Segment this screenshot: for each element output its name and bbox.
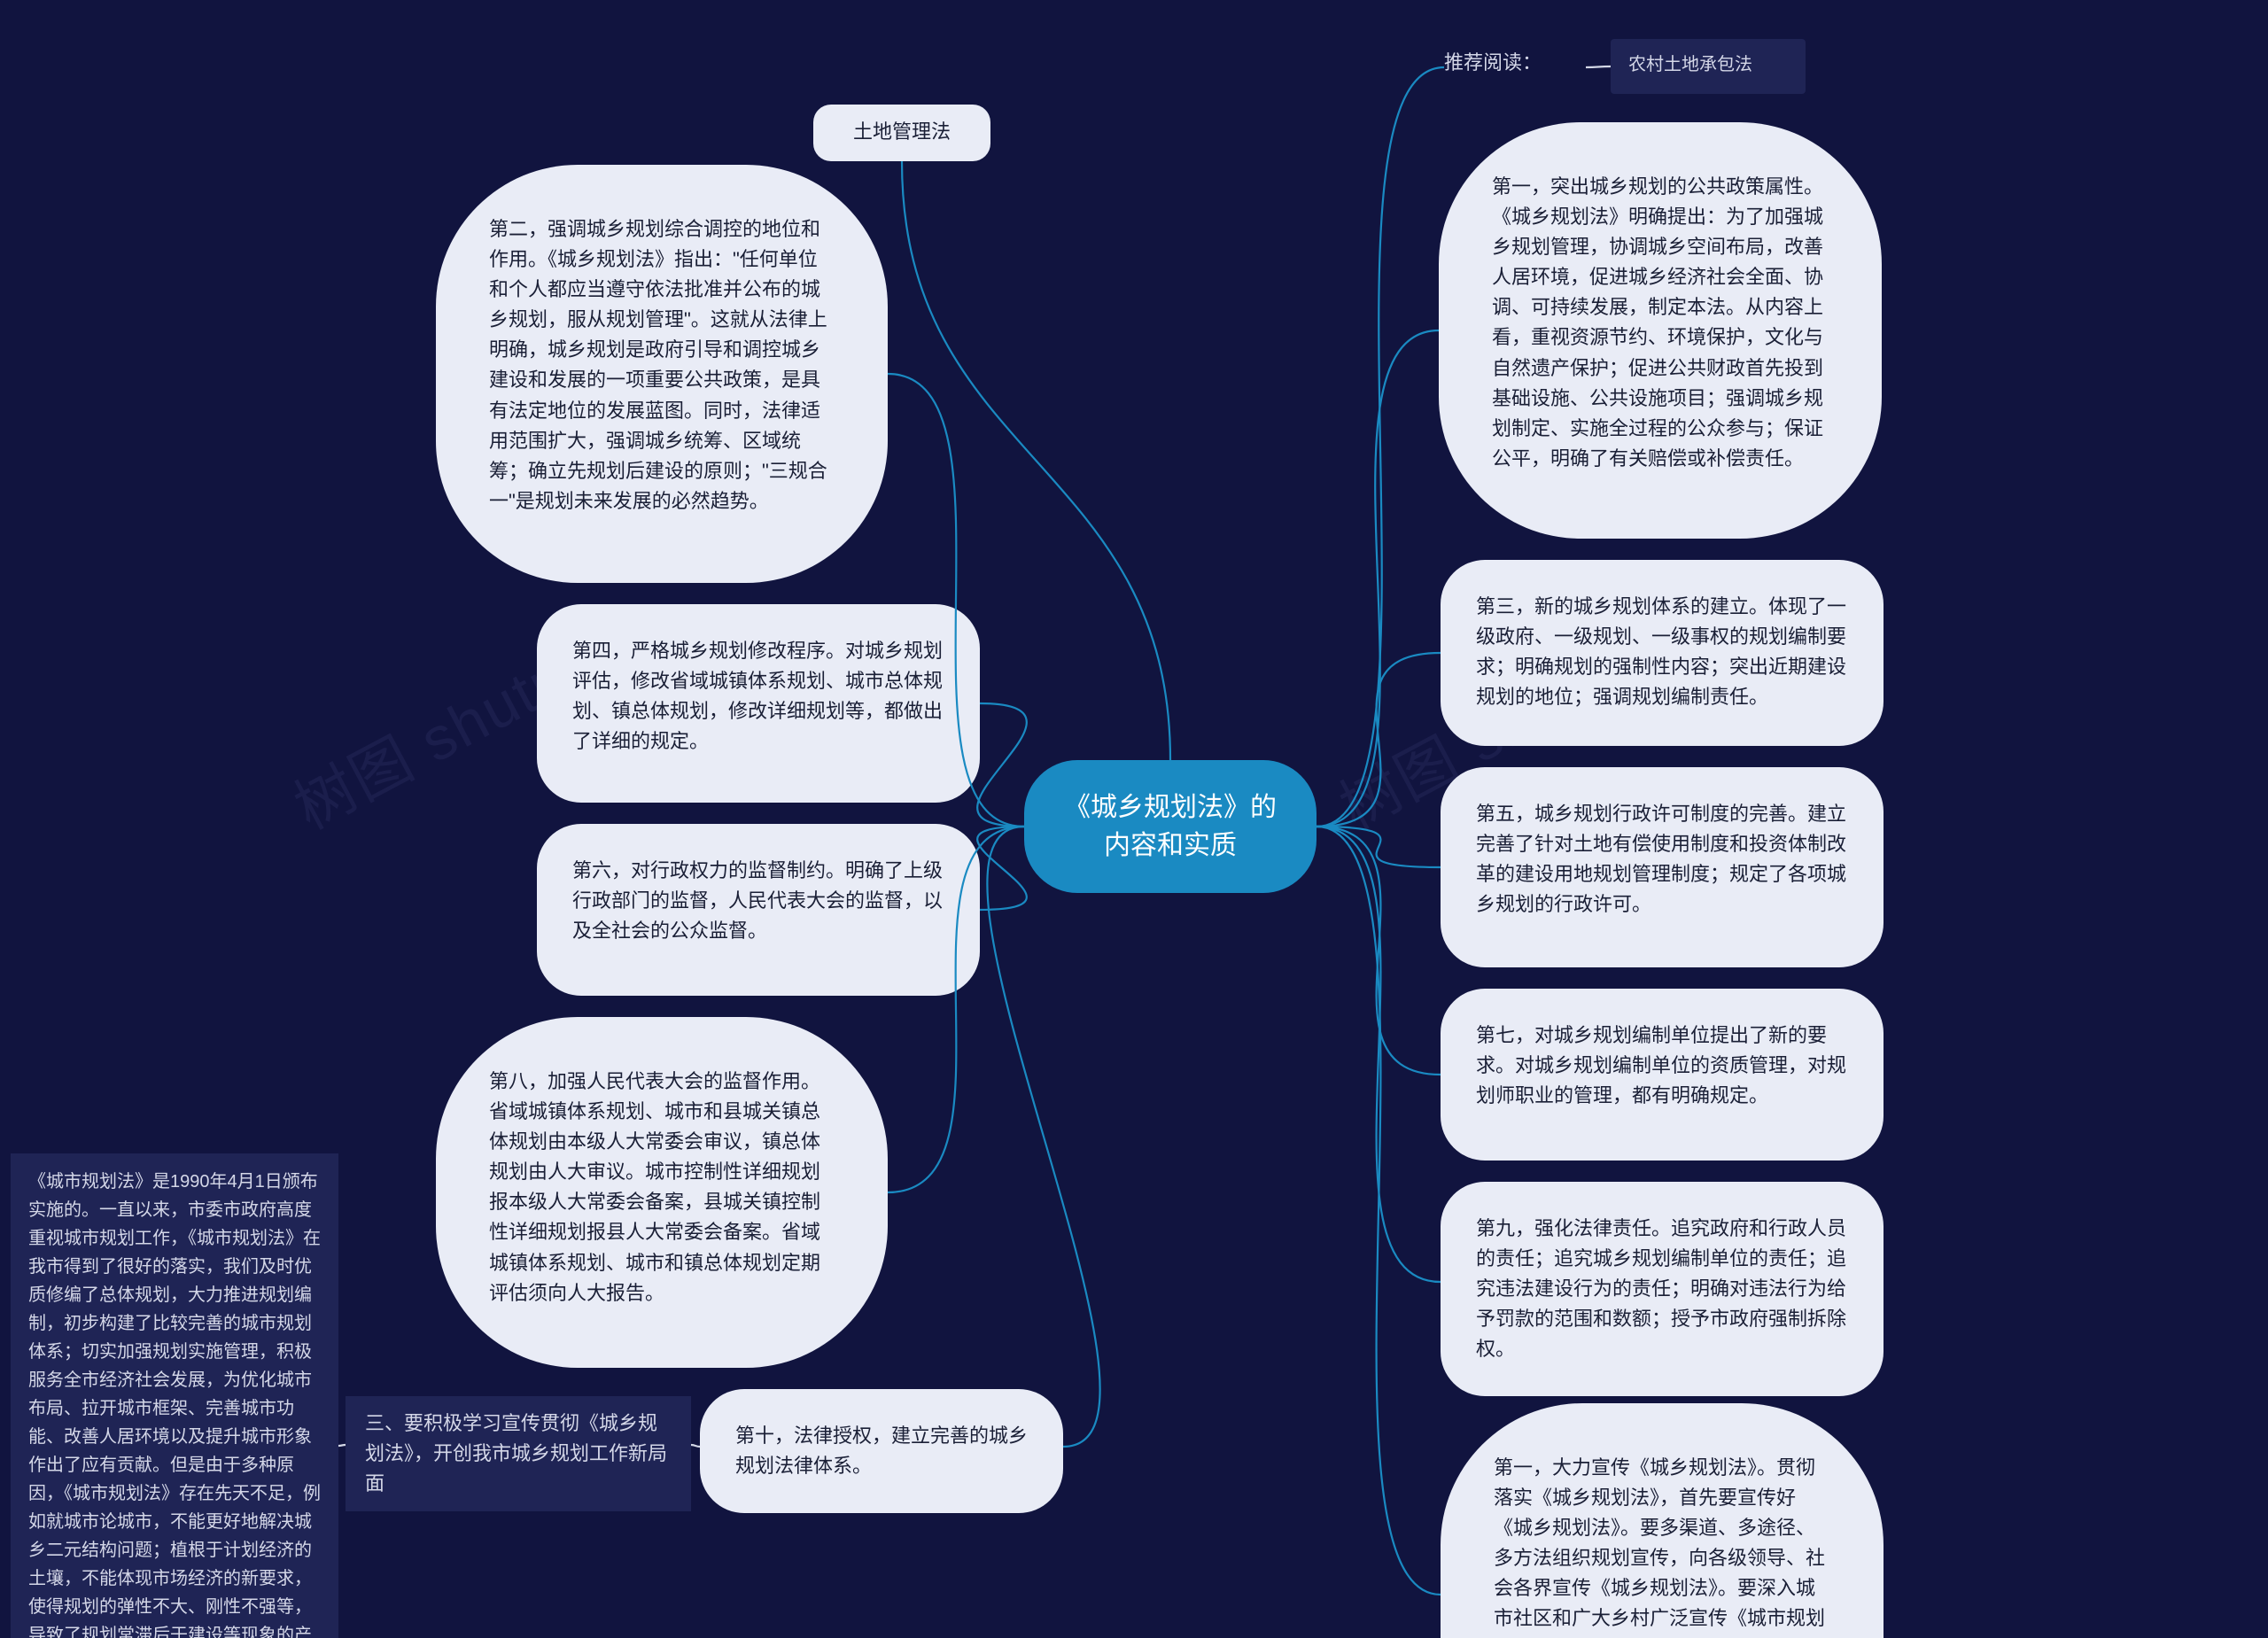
bubble-l8[interactable]: 第八，加强人民代表大会的监督作用。省域城镇体系规划、城市和县城关镇总体规划由本级… [436, 1017, 888, 1368]
bubble-l2[interactable]: 第二，强调城乡规划综合调控的地位和作用。《城乡规划法》指出："任何单位和个人都应… [436, 165, 888, 583]
bubble-l6[interactable]: 第六，对行政权力的监督制约。明确了上级行政部门的监督，人民代表大会的监督，以及全… [537, 824, 980, 996]
bubble-r1[interactable]: 第一，突出城乡规划的公共政策属性。《城乡规划法》明确提出：为了加强城乡规划管理，… [1439, 122, 1882, 539]
linktag-reco_item[interactable]: 农村土地承包法 [1611, 39, 1806, 94]
center-node[interactable]: 《城乡规划法》的内容和实质 [1024, 760, 1317, 893]
bubble-r3[interactable]: 第三，新的城乡规划体系的建立。体现了一级政府、一级规划、一级事权的规划编制要求；… [1441, 560, 1884, 746]
bubble-r5[interactable]: 第五，城乡规划行政许可制度的完善。建立完善了针对土地有偿使用制度和投资体制改革的… [1441, 767, 1884, 967]
longtext-sec3_body[interactable]: 《城市规划法》是1990年4月1日颁布实施的。一直以来，市委市政府高度重视城市规… [11, 1153, 338, 1638]
mindmap-canvas: 树图 shutu.cn树图 shutu.cn树图 shutu.cn《城乡规划法》… [0, 0, 2268, 1638]
label-reco_label[interactable]: 推荐阅读： [1444, 48, 1586, 87]
bubble-r_prop[interactable]: 第一，大力宣传《城乡规划法》。贯彻落实《城乡规划法》，首先要宣传好《城乡规划法》… [1441, 1403, 1884, 1638]
tag-landlaw[interactable]: 土地管理法 [813, 105, 990, 161]
sublabel-sec3_label[interactable]: 三、要积极学习宣传贯彻《城乡规划法》，开创我市城乡规划工作新局面 [346, 1396, 691, 1511]
bubble-r7[interactable]: 第七，对城乡规划编制单位提出了新的要求。对城乡规划编制单位的资质管理，对规划师职… [1441, 989, 1884, 1161]
bubble-l10[interactable]: 第十，法律授权，建立完善的城乡规划法律体系。 [700, 1389, 1063, 1513]
bubble-r9[interactable]: 第九，强化法律责任。追究政府和行政人员的责任；追究城乡规划编制单位的责任；追究违… [1441, 1182, 1884, 1396]
bubble-l4[interactable]: 第四，严格城乡规划修改程序。对城乡规划评估，修改省域城镇体系规划、城市总体规划、… [537, 604, 980, 803]
